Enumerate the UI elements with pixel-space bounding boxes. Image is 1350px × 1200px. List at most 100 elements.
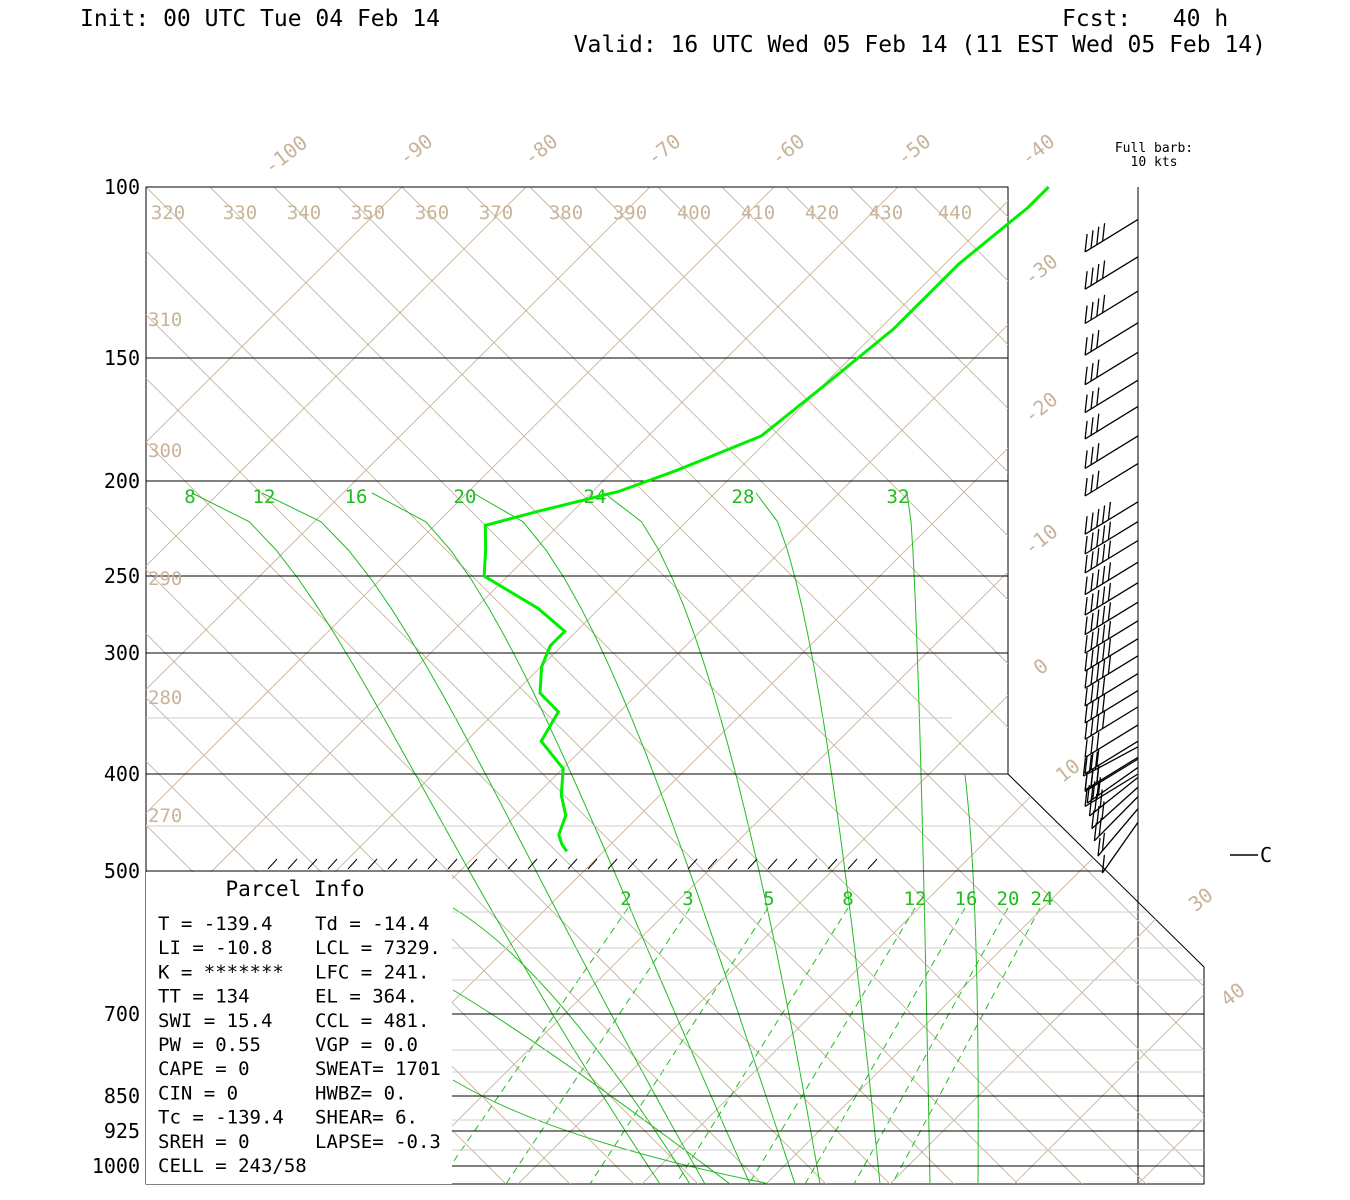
wind-barb-flag <box>1084 420 1088 439</box>
wind-barb-shaft <box>1101 821 1139 874</box>
isotherm-label: -100 <box>259 130 312 179</box>
tick-mark <box>307 858 318 870</box>
wind-barb-shaft <box>1084 256 1139 290</box>
tick-mark <box>447 858 458 870</box>
parcel-info-left: K = ******* <box>158 961 284 983</box>
tick-mark <box>567 858 578 870</box>
wind-barb-flag <box>1090 631 1094 650</box>
wind-barb-shaft <box>1084 672 1139 707</box>
wind-barb-flag <box>1097 838 1101 857</box>
parcel-info-right: EL = 364. <box>315 986 418 1008</box>
wind-barb-flag <box>1096 387 1100 406</box>
mixing-ratio-label: 12 <box>904 888 927 910</box>
tick-mark <box>327 858 338 870</box>
mixing-ratio-label: 8 <box>842 888 853 910</box>
wind-barb-flag <box>1107 562 1112 581</box>
tick-mark <box>287 858 298 870</box>
wind-barb-shaft <box>1084 379 1139 414</box>
wind-barb-flag <box>1101 710 1106 729</box>
wind-barb <box>1084 740 1139 775</box>
wind-barb-flag <box>1084 704 1088 723</box>
tick-mark <box>807 858 818 870</box>
wind-barb-shaft <box>1084 773 1139 807</box>
wind-barb-flag <box>1090 593 1094 612</box>
wind-barb <box>1101 821 1139 874</box>
moist-adiabat-line <box>906 492 931 1184</box>
wind-barb <box>1084 351 1139 386</box>
wind-barb-flag <box>1092 781 1096 800</box>
wind-barb-flag <box>1096 714 1100 733</box>
wind-barb-flag <box>1090 717 1094 736</box>
dry-adiabat-line <box>146 187 891 1184</box>
wind-barb <box>1084 501 1139 535</box>
tick-mark <box>387 858 398 870</box>
moist-adiabat-label: 28 <box>732 486 755 508</box>
wind-barb-flag <box>1101 505 1106 524</box>
parcel-info-left: T = -139.4 <box>158 913 272 935</box>
dry-adiabat-line <box>657 187 1204 1184</box>
wind-barb-shaft <box>1093 796 1139 842</box>
isotherm-line <box>1137 187 1204 1184</box>
wind-barb-flag <box>1096 645 1100 665</box>
parcel-info-panel <box>146 872 452 1184</box>
tick-mark <box>727 858 738 870</box>
wind-barb-flag <box>1096 330 1100 349</box>
wind-barb-flag <box>1096 680 1100 699</box>
isotherm-label: -60 <box>766 129 809 170</box>
isotherm-line <box>146 187 527 1184</box>
wind-barb-flag <box>1101 624 1106 643</box>
wind-barb-flag <box>1082 758 1087 777</box>
tick-mark <box>667 858 678 870</box>
wind-barb <box>1084 379 1139 414</box>
wind-barb-flag <box>1096 732 1100 751</box>
parcel-info-right: LFC = 241. <box>315 961 429 983</box>
wind-barb-shaft <box>1089 776 1139 817</box>
theta-label: 320 <box>151 202 185 224</box>
tick-mark <box>407 858 418 870</box>
wind-barb-flag <box>1097 777 1102 796</box>
wind-barb-flag <box>1084 788 1088 807</box>
wind-barb-shaft <box>1084 218 1139 253</box>
wind-barb-flag <box>1101 801 1105 820</box>
tick-mark <box>687 858 698 870</box>
parcel-info-right: LCL = 7329. <box>315 937 441 959</box>
isotherm-line <box>889 187 1204 1184</box>
wind-barb-flag <box>1101 544 1106 563</box>
moist-adiabat-line <box>452 907 691 1184</box>
theta-label: 420 <box>805 202 839 224</box>
wind-barb-flag <box>1088 797 1093 817</box>
mixing-ratio-line <box>891 907 1041 1184</box>
wind-barb-shaft <box>1084 435 1139 469</box>
wind-barb-flag <box>1084 576 1088 595</box>
theta-label: 360 <box>415 202 449 224</box>
theta-label: 370 <box>479 202 513 224</box>
wind-barb-flag <box>1096 470 1100 489</box>
theta-label: 350 <box>351 202 385 224</box>
wind-barb <box>1084 435 1139 469</box>
tick-mark <box>607 858 618 870</box>
parcel-info-left: LI = -10.8 <box>158 937 272 959</box>
wind-barb-flag <box>1090 735 1094 754</box>
wind-barb-flag <box>1101 642 1106 661</box>
dry-adiabat-line <box>1234 187 1350 1184</box>
parcel-info: Parcel Info T = -139.4 Td = -14.4 LI = -10.… <box>158 877 441 1177</box>
wind-barb-flag <box>1090 551 1094 570</box>
wind-barb-flag <box>1096 298 1100 317</box>
parcel-info-left: CAPE = 0 <box>158 1058 250 1080</box>
wind-barb-shaft <box>1084 351 1139 386</box>
moist-adiabat-line <box>371 492 751 1184</box>
wind-barb-flag <box>1096 628 1100 647</box>
moist-adiabat-line <box>472 492 796 1184</box>
wind-barb-flag <box>1084 535 1088 555</box>
tick-mark <box>867 858 878 870</box>
dry-adiabat-line <box>465 187 1204 1184</box>
wind-barb-flag <box>1101 854 1106 874</box>
wind-barb-flag <box>1096 226 1100 245</box>
theta-label: 380 <box>549 202 583 224</box>
wind-barb-flag <box>1090 768 1094 787</box>
pressure-label-250: 250 <box>104 564 140 588</box>
moist-adiabat-line <box>191 492 661 1184</box>
wind-barb-flag <box>1084 670 1088 689</box>
wind-barb <box>1084 561 1139 596</box>
isotherm-label: 30 <box>1184 883 1218 917</box>
